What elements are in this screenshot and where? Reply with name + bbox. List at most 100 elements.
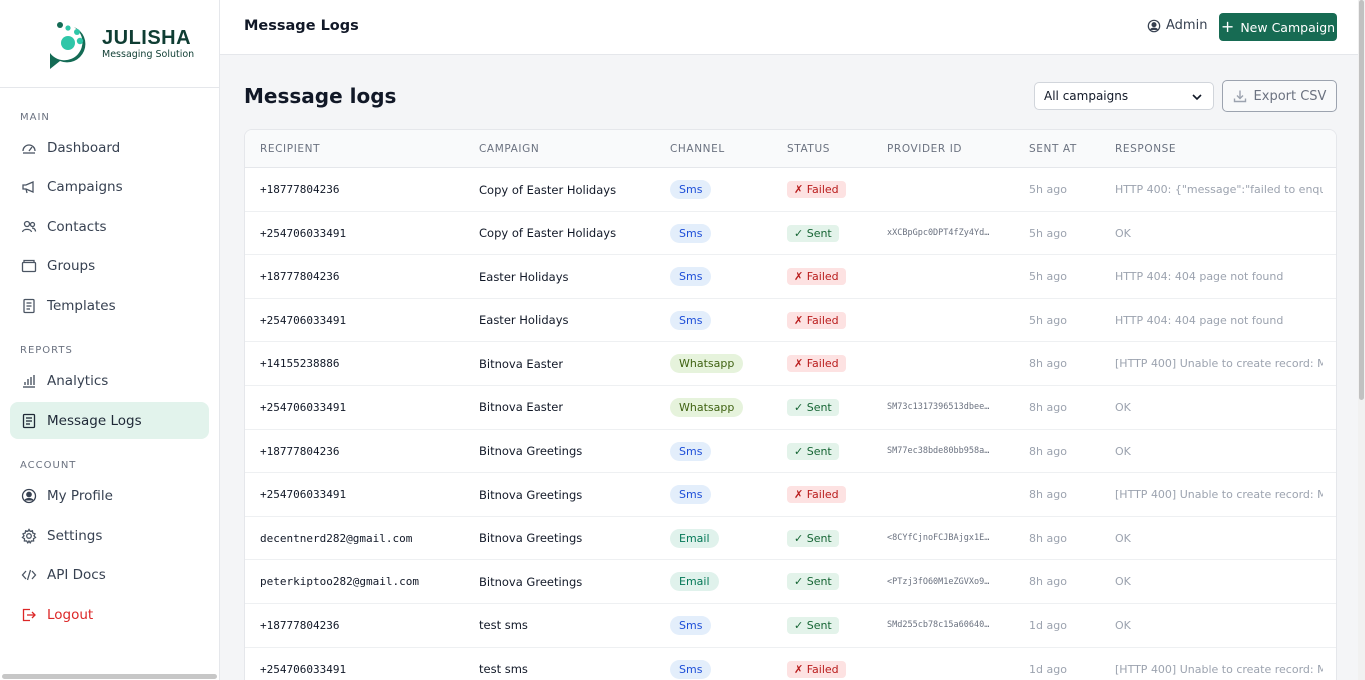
channel-badge: Sms: [670, 223, 712, 243]
table-row[interactable]: peterkiptoo282@gmail.com Bitnova Greeting…: [245, 560, 1336, 604]
channel-badge: Email: [670, 572, 719, 592]
cell-provider-id: SM77ec38bde80bb958a…: [887, 446, 990, 457]
sidebar-item-dashboard[interactable]: Dashboard: [10, 129, 209, 166]
nav-section-reports: REPORTS: [20, 345, 73, 356]
document-icon: [20, 297, 37, 314]
cell-status: ✓ Sent: [787, 604, 839, 647]
status-badge: ✗ Failed: [787, 486, 846, 504]
brand-logo[interactable]: JULISHA Messaging Solution: [0, 0, 219, 88]
cell-response: OK: [1115, 618, 1131, 632]
channel-badge: Sms: [670, 441, 712, 461]
sidebar-item-api-docs[interactable]: API Docs: [10, 556, 209, 593]
nav-section-account: ACCOUNT: [20, 460, 77, 471]
cell-channel: Sms: [670, 212, 712, 255]
table-row[interactable]: +18777804236 Bitnova Greetings Sms ✓ Sent SM…: [245, 430, 1336, 474]
user-menu[interactable]: Admin: [1147, 18, 1207, 33]
table-row[interactable]: decentnerd282@gmail.com Bitnova Greetings…: [245, 517, 1336, 561]
bar-chart-icon: [20, 372, 37, 389]
table-row[interactable]: +18777804236 Copy of Easter Holidays Sms ✗ …: [245, 168, 1336, 212]
cell-status: ✗ Failed: [787, 342, 846, 385]
sidebar-item-label: Analytics: [47, 372, 109, 389]
sidebar-item-settings[interactable]: Settings: [10, 517, 209, 554]
column-header-campaign: CAMPAIGN: [479, 143, 540, 155]
sidebar-item-label: Logout: [47, 606, 94, 623]
column-header-status: STATUS: [787, 143, 830, 155]
new-campaign-button[interactable]: + New Campaign: [1219, 13, 1337, 41]
users-icon: [20, 218, 37, 235]
table-row[interactable]: +254706033491 Bitnova Greetings Sms ✗ Faile…: [245, 473, 1336, 517]
brand-tagline: Messaging Solution: [102, 48, 195, 60]
folder-icon: [20, 257, 37, 274]
sidebar-item-label: Dashboard: [47, 139, 121, 156]
status-badge: ✗ Failed: [787, 311, 846, 329]
sidebar-item-campaigns[interactable]: Campaigns: [10, 168, 209, 205]
cell-sent-at: 8h ago: [1029, 488, 1067, 502]
cell-campaign: Easter Holidays: [479, 313, 569, 328]
sidebar-item-logout[interactable]: Logout: [10, 596, 209, 633]
cell-campaign: test sms: [479, 662, 528, 677]
channel-badge: Sms: [670, 267, 712, 287]
table-row[interactable]: +18777804236 Easter Holidays Sms ✗ Failed 5h…: [245, 255, 1336, 299]
sidebar-scrollbar[interactable]: [2, 674, 217, 679]
cell-campaign: Easter Holidays: [479, 269, 569, 284]
cell-provider-id: SM73c1317396513dbee…: [887, 402, 990, 413]
cell-recipient: +254706033491: [260, 226, 347, 240]
table-row[interactable]: +254706033491 Copy of Easter Holidays Sms ✓…: [245, 212, 1336, 256]
sidebar-item-analytics[interactable]: Analytics: [10, 362, 209, 399]
table-row[interactable]: +254706033491 Easter Holidays Sms ✗ Failed 5…: [245, 299, 1336, 343]
cell-campaign: Bitnova Easter: [479, 400, 564, 415]
cell-status: ✗ Failed: [787, 168, 846, 211]
sidebar: JULISHA Messaging Solution MAIN REPORTS …: [0, 0, 220, 680]
new-campaign-label: New Campaign: [1240, 19, 1336, 35]
status-badge: ✓ Sent: [787, 529, 839, 547]
sidebar-item-label: Campaigns: [47, 178, 123, 195]
status-badge: ✓ Sent: [787, 398, 839, 416]
cell-channel: Sms: [670, 299, 712, 342]
column-header-recipient: RECIPIENT: [260, 143, 321, 155]
export-csv-label: Export CSV: [1253, 88, 1327, 104]
cell-recipient: +254706033491: [260, 313, 347, 327]
plus-icon: +: [1220, 17, 1235, 36]
channel-badge: Sms: [670, 180, 712, 199]
cell-status: ✓ Sent: [787, 430, 839, 473]
status-badge: ✗ Failed: [787, 355, 846, 373]
column-header-sent-at: SENT AT: [1029, 143, 1077, 155]
cell-sent-at: 8h ago: [1029, 575, 1067, 589]
megaphone-icon: [20, 178, 37, 195]
download-icon: [1233, 90, 1246, 103]
page-scrollbar-thumb[interactable]: [1359, 0, 1364, 400]
cell-response: OK: [1115, 575, 1131, 589]
cell-recipient: +18777804236: [260, 183, 340, 196]
cell-status: ✓ Sent: [787, 212, 839, 255]
cell-campaign: Copy of Easter Holidays: [479, 182, 617, 197]
user-circle-icon: [20, 487, 37, 504]
cell-recipient: +18777804236: [260, 618, 340, 632]
cell-channel: Sms: [670, 255, 712, 298]
channel-badge: Sms: [670, 485, 712, 505]
cell-status: ✗ Failed: [787, 255, 846, 298]
status-badge: ✗ Failed: [787, 181, 846, 198]
cell-sent-at: 5h ago: [1029, 226, 1067, 240]
table-row[interactable]: +14155238886 Bitnova Easter Whatsapp ✗ Fail…: [245, 342, 1336, 386]
cell-sent-at: 8h ago: [1029, 444, 1067, 458]
cell-recipient: +254706033491: [260, 400, 347, 414]
sidebar-item-contacts[interactable]: Contacts: [10, 208, 209, 245]
campaign-filter-select[interactable]: All campaigns: [1034, 82, 1214, 110]
export-csv-button[interactable]: Export CSV: [1222, 80, 1337, 112]
cell-response: OK: [1115, 444, 1131, 458]
log-list-icon: [20, 412, 37, 429]
cell-channel: Sms: [670, 430, 712, 473]
column-header-channel: CHANNEL: [670, 143, 725, 155]
cell-provider-id: SMd255cb78c15a60640…: [887, 620, 990, 631]
sidebar-item-message-logs[interactable]: Message Logs: [10, 402, 209, 439]
cell-provider-id: xXCBpGpc0DPT4fZy4Yd…: [887, 228, 990, 239]
table-row[interactable]: +18777804236 test sms Sms ✓ Sent SMd255cb78c…: [245, 604, 1336, 648]
table-row[interactable]: +254706033491 Bitnova Easter Whatsapp ✓ Sen…: [245, 386, 1336, 430]
table-row[interactable]: +254706033491 test sms Sms ✗ Failed 1d ago [H…: [245, 648, 1336, 680]
sidebar-item-groups[interactable]: Groups: [10, 247, 209, 284]
sidebar-item-templates[interactable]: Templates: [10, 287, 209, 324]
channel-badge: Whatsapp: [670, 354, 744, 374]
logout-icon: [20, 606, 37, 623]
sidebar-item-my-profile[interactable]: My Profile: [10, 477, 209, 514]
page-scrollbar[interactable]: [1358, 0, 1365, 680]
